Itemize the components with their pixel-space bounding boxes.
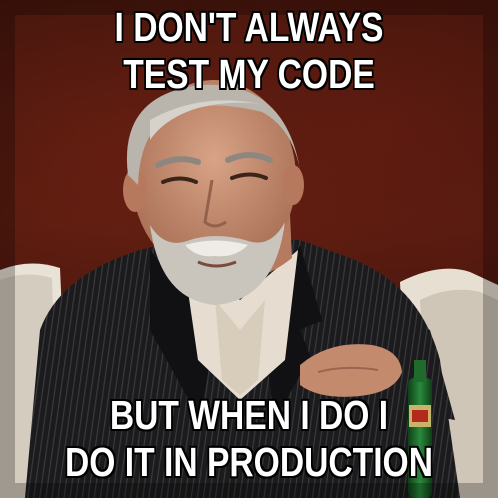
top-caption-line-2: TEST MY CODE [122,50,375,98]
beard [150,222,285,305]
hand [300,344,402,397]
beer-bottle [408,360,432,498]
bottom-caption-line-1: BUT WHEN I DO I [109,391,389,439]
bottom-caption-line-2: DO IT IN PRODUCTION [64,438,434,486]
top-caption-line-1: I DON'T ALWAYS [114,3,385,51]
face [132,80,296,276]
top-caption: I DON'T ALWAYS TEST MY CODE [45,3,453,98]
bottom-caption: BUT WHEN I DO I DO IT IN PRODUCTION [45,391,453,486]
hair [126,84,300,185]
